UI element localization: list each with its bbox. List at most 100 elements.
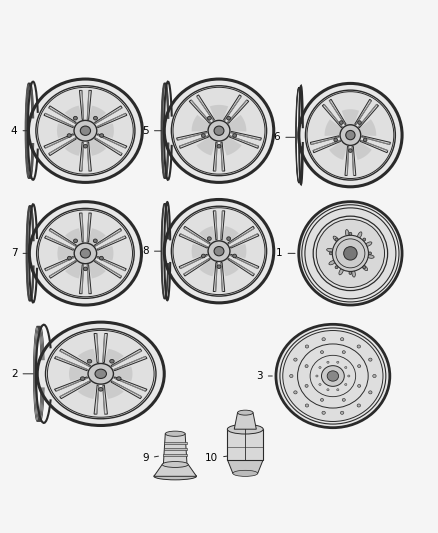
Ellipse shape xyxy=(227,237,230,240)
Ellipse shape xyxy=(363,238,366,241)
Polygon shape xyxy=(97,113,127,127)
Polygon shape xyxy=(114,357,147,370)
Ellipse shape xyxy=(357,404,360,407)
Polygon shape xyxy=(65,228,85,253)
Ellipse shape xyxy=(349,232,352,235)
Polygon shape xyxy=(213,142,217,171)
Ellipse shape xyxy=(340,411,344,414)
Ellipse shape xyxy=(342,351,345,353)
Polygon shape xyxy=(97,236,126,250)
Ellipse shape xyxy=(362,265,367,271)
Polygon shape xyxy=(192,115,219,132)
Polygon shape xyxy=(54,357,88,370)
Polygon shape xyxy=(230,254,259,269)
Bar xyxy=(163,448,187,450)
Text: 4: 4 xyxy=(11,126,27,136)
Ellipse shape xyxy=(369,252,371,255)
Polygon shape xyxy=(60,381,91,399)
Ellipse shape xyxy=(74,239,78,243)
Ellipse shape xyxy=(316,375,318,377)
Ellipse shape xyxy=(332,235,368,271)
Polygon shape xyxy=(94,334,99,362)
Text: 5: 5 xyxy=(142,126,162,136)
Polygon shape xyxy=(322,104,343,127)
Polygon shape xyxy=(184,227,210,244)
Ellipse shape xyxy=(337,361,339,364)
Ellipse shape xyxy=(83,144,88,148)
Polygon shape xyxy=(230,136,258,148)
Ellipse shape xyxy=(339,121,343,124)
Polygon shape xyxy=(189,100,211,123)
Ellipse shape xyxy=(329,252,332,255)
Ellipse shape xyxy=(327,248,334,252)
Polygon shape xyxy=(78,374,101,399)
Polygon shape xyxy=(329,99,346,125)
Polygon shape xyxy=(199,251,219,276)
Ellipse shape xyxy=(173,208,265,295)
Ellipse shape xyxy=(333,236,339,242)
Ellipse shape xyxy=(299,202,402,304)
Polygon shape xyxy=(111,381,142,399)
Polygon shape xyxy=(49,106,76,124)
Text: 7: 7 xyxy=(11,248,27,259)
Polygon shape xyxy=(85,106,106,131)
Ellipse shape xyxy=(38,210,133,297)
Polygon shape xyxy=(213,263,217,292)
Bar xyxy=(164,442,187,443)
Polygon shape xyxy=(311,136,339,144)
Ellipse shape xyxy=(352,270,355,277)
Ellipse shape xyxy=(357,384,361,387)
Ellipse shape xyxy=(227,116,230,120)
Polygon shape xyxy=(210,105,228,131)
Ellipse shape xyxy=(349,149,352,152)
Polygon shape xyxy=(85,246,113,261)
Polygon shape xyxy=(213,211,217,240)
Polygon shape xyxy=(227,459,263,473)
Ellipse shape xyxy=(321,366,344,386)
Ellipse shape xyxy=(339,268,343,275)
Polygon shape xyxy=(350,119,376,136)
Ellipse shape xyxy=(166,80,272,181)
Ellipse shape xyxy=(87,359,92,363)
Polygon shape xyxy=(221,211,225,240)
Ellipse shape xyxy=(208,237,211,240)
Ellipse shape xyxy=(100,134,104,138)
Ellipse shape xyxy=(93,239,97,243)
Polygon shape xyxy=(85,123,114,138)
Ellipse shape xyxy=(201,134,205,138)
Ellipse shape xyxy=(173,87,265,174)
Ellipse shape xyxy=(276,325,389,427)
Polygon shape xyxy=(101,374,124,399)
Ellipse shape xyxy=(321,399,324,401)
Ellipse shape xyxy=(327,389,329,391)
Polygon shape xyxy=(103,385,107,414)
Polygon shape xyxy=(45,256,74,271)
Polygon shape xyxy=(87,213,91,242)
Polygon shape xyxy=(101,349,124,374)
Ellipse shape xyxy=(357,232,362,238)
Polygon shape xyxy=(54,377,88,391)
Polygon shape xyxy=(227,429,263,459)
Ellipse shape xyxy=(357,365,361,368)
Polygon shape xyxy=(180,136,208,148)
Ellipse shape xyxy=(357,345,360,348)
Ellipse shape xyxy=(201,254,205,258)
Polygon shape xyxy=(219,244,246,259)
Polygon shape xyxy=(80,213,84,242)
Polygon shape xyxy=(179,233,208,248)
Ellipse shape xyxy=(237,410,253,415)
Polygon shape xyxy=(177,132,207,140)
Polygon shape xyxy=(313,140,340,153)
Polygon shape xyxy=(223,95,241,120)
Ellipse shape xyxy=(84,267,87,271)
Bar xyxy=(163,454,187,456)
Polygon shape xyxy=(325,119,350,136)
Polygon shape xyxy=(196,131,219,156)
Ellipse shape xyxy=(217,265,221,269)
Text: 8: 8 xyxy=(142,246,162,256)
Ellipse shape xyxy=(294,358,297,361)
Polygon shape xyxy=(352,147,356,175)
Polygon shape xyxy=(85,131,106,156)
Polygon shape xyxy=(78,349,101,374)
Ellipse shape xyxy=(208,241,230,262)
